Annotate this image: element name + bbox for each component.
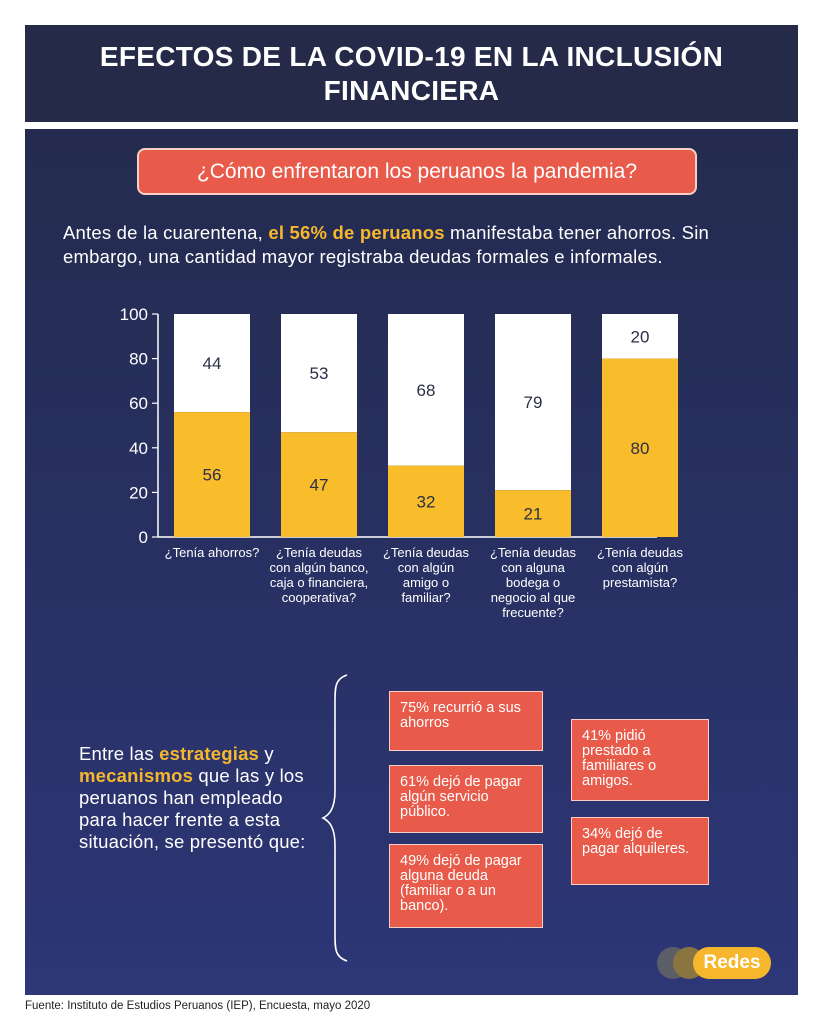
bar-value-label-yes: 32	[417, 492, 436, 511]
y-tick-label: 20	[129, 483, 148, 502]
bar-segment-no	[174, 314, 250, 413]
redes-logo: Redes	[657, 945, 773, 981]
strategy-t2: y	[259, 743, 274, 764]
stat-box-rent: 34% dejó de pagar alquileres.	[571, 817, 709, 885]
intro-part2: manifestaba tener ahorros. Sin embargo, …	[63, 222, 710, 267]
stat-box-debt: 49% dejó de pagar alguna deuda (familiar…	[389, 844, 543, 928]
category-label: ¿Tenía deudas con alguna bodega o negoci…	[489, 545, 576, 620]
bar-segment-yes	[388, 465, 464, 537]
bar-value-label-no: 20	[631, 327, 650, 346]
stacked-bar-chart: 0 20 40 60 80 100 56 44 47 53 32 68 21 79 80 20	[120, 305, 678, 547]
strategy-h2: mecanismos	[79, 765, 194, 786]
category-label: ¿Tenía deudas con algún prestamista?	[596, 545, 683, 590]
stat-text: 61% dejó de pagar algún servicio público…	[400, 774, 522, 820]
stat-text: 75% recurrió a sus ahorros	[400, 700, 521, 731]
y-tick-label: 100	[120, 305, 148, 324]
stat-box-savings: 75% recurrió a sus ahorros	[389, 691, 543, 751]
logo-pill: Redes	[693, 947, 771, 979]
header-banner: EFECTOS DE LA COVID-19 EN LA INCLUSIÓN F…	[25, 25, 798, 122]
bar-value-label-yes: 21	[524, 505, 543, 524]
bar-segment-no	[495, 314, 571, 491]
bar-value-label-no: 53	[310, 364, 329, 383]
bar-segment-yes	[602, 358, 678, 537]
bar-value-label-yes: 56	[203, 466, 222, 485]
category-label: ¿Tenía ahorros?	[164, 545, 260, 560]
bar-segment-no	[602, 314, 678, 359]
intro-highlight: el 56% de peruanos	[268, 222, 445, 243]
stat-text: 34% dejó de pagar alquileres.	[582, 826, 690, 857]
source-note: Fuente: Instituto de Estudios Peruanos (…	[25, 1000, 371, 1012]
logo-text: Redes	[703, 952, 761, 973]
bar-value-label-no: 68	[417, 381, 436, 400]
strategy-text: Entre las estrategias y mecanismos que l…	[79, 743, 319, 853]
y-tick-label: 60	[129, 394, 148, 413]
strategy-t1: Entre las	[79, 743, 160, 764]
y-tick-label: 0	[139, 528, 148, 547]
stat-box-public-service: 61% dejó de pagar algún servicio público…	[389, 765, 543, 833]
subtitle-box: ¿Cómo enfrentaron los peruanos la pandem…	[137, 148, 697, 195]
category-label: ¿Tenía deudas con algún amigo o familiar…	[382, 545, 469, 605]
page-title: EFECTOS DE LA COVID-19 EN LA INCLUSIÓN F…	[99, 40, 724, 106]
curly-brace-icon	[321, 674, 348, 962]
stat-text: 41% pidió prestado a familiares o amigos…	[582, 728, 657, 789]
bar-value-label-yes: 80	[631, 439, 650, 458]
intro-part1: Antes de la cuarentena,	[63, 222, 269, 243]
intro-text: Antes de la cuarentena, el 56% de peruan…	[63, 221, 783, 269]
y-tick-label: 80	[129, 350, 148, 369]
bar-value-label-no: 79	[524, 393, 543, 412]
subtitle: ¿Cómo enfrentaron los peruanos la pandem…	[196, 159, 638, 183]
stat-box-borrowed: 41% pidió prestado a familiares o amigos…	[571, 719, 709, 801]
bar-value-label-no: 44	[203, 354, 222, 373]
bar-segment-no	[388, 314, 464, 466]
stat-text: 49% dejó de pagar alguna deuda (familiar…	[400, 853, 522, 914]
strategy-h1: estrategias	[159, 743, 260, 764]
strategy-t3: que las y los peruanos han empleado para…	[79, 765, 306, 852]
y-tick-label: 40	[129, 439, 148, 458]
category-label: ¿Tenía deudas con algún banco, caja o fi…	[269, 545, 369, 605]
bar-segment-yes	[495, 490, 571, 537]
bar-segment-yes	[281, 432, 357, 537]
bar-segment-yes	[174, 412, 250, 537]
bar-segment-no	[281, 314, 357, 433]
bar-value-label-yes: 47	[310, 476, 329, 495]
main-panel: ¿Cómo enfrentaron los peruanos la pandem…	[25, 129, 798, 995]
